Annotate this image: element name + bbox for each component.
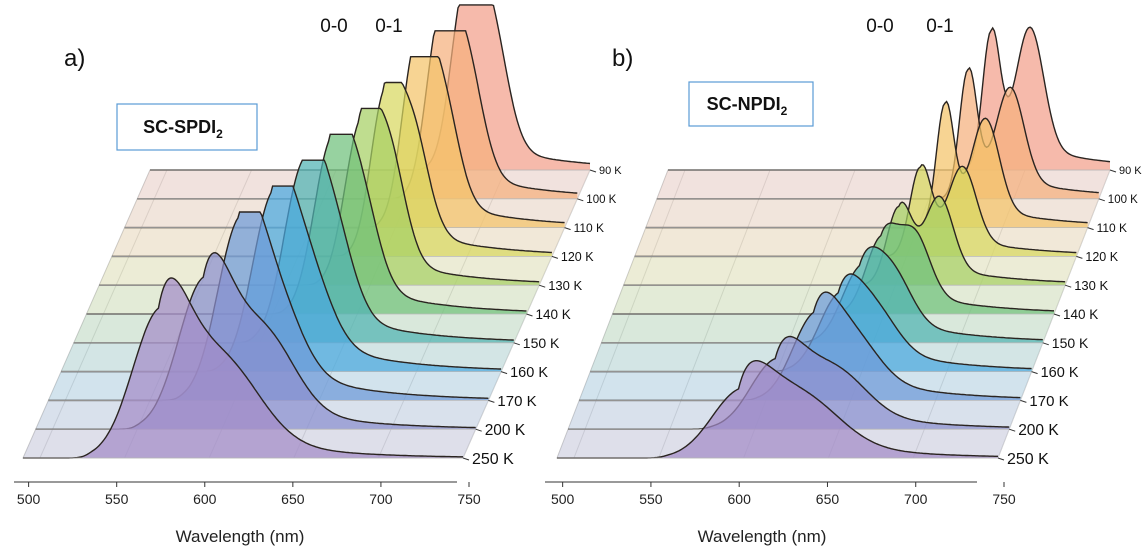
panel-a-temp-tick [475,428,482,432]
panel-b-temp-tick [1087,227,1094,231]
panel-b-temp-label: 200 K [1018,422,1059,439]
panel-a-x-tick-label: 650 [281,491,305,507]
panel-a-temp-tick [551,255,559,259]
panel-b-temp-tick [1053,313,1061,317]
panel-a-spectrum-fill-100K [137,30,578,199]
panel-b-spectrum-fill-120K [634,164,1077,257]
panel-a-temp-tick [500,371,508,375]
panel-a-x-tick-label: 750 [457,491,481,507]
panel-b-temp-tick [1076,255,1083,259]
panel-a-temp-tick [539,284,546,288]
panel-b-x-tick-label: 600 [728,491,752,507]
panel-a-temp-tick [462,457,470,461]
panel-b-temp-tick [1065,284,1072,288]
panel-a-panel-label: a) [64,45,85,72]
panel-a-spectrum-fill-250K [23,278,463,458]
panel-b-temp-label: 160 K [1041,365,1079,381]
panel-b-sample-box [688,81,814,127]
panel-a-x-tick-label: 550 [105,491,129,507]
panel-b-x-tick-label: 550 [639,491,663,507]
panel-b-peak-label-0: 0-0 [866,16,893,37]
panel-a-peak-label-0: 0-0 [320,16,347,37]
panel-b-temp-tick [1009,428,1016,432]
panel-a-spectrum-fill-110K [124,56,565,228]
panel-b-spectrum-fill-110K [645,101,1088,228]
panel-b: 90 K 100 K 110 K 120 K 130 K 140 K 150 K 160 K 1… [545,16,1142,546]
panel-b-panel-label: b) [612,45,633,72]
panel-b-x-tick-label: 700 [904,491,928,507]
panel-a-sample-label: SC-SPDI2 [143,117,223,141]
panel-a-temp-label: 120 K [561,250,594,264]
panel-a: 90 K 100 K 110 K 120 K 130 K 140 K 150 K 160 K 1… [14,4,622,546]
panel-a-sample-box [116,103,258,151]
panel-b-peak-label-1: 0-1 [926,16,953,37]
panel-a-spectrum-fill-200K [35,252,476,430]
panel-b-temp-label: 110 K [1097,221,1127,235]
panel-a-temp-label: 130 K [548,278,582,293]
panel-b-spectrum-fill-250K [557,360,998,458]
panel-a-peak-label-1: 0-1 [375,16,402,37]
panel-b-temp-label: 100 K [1108,194,1138,206]
panel-a-temp-label: 170 K [497,393,536,410]
panel-b-x-tick-label: 500 [551,491,575,507]
panel-a-temp-label: 250 K [472,451,514,468]
panel-a-x-tick-label: 500 [17,491,41,507]
panel-b-temp-label: 150 K [1052,335,1089,351]
panel-a-spectrum-line-250K [23,277,463,459]
panel-a-x-tick-label: 600 [193,491,217,507]
panel-a-temp-tick [564,227,571,231]
panel-a-temp-tick [513,342,520,346]
panel-b-temp-tick [1031,371,1038,375]
panel-a-temp-label: 90 K [599,165,622,177]
panel-b-temp-tick [997,457,1005,461]
panel-b-x-tick-label: 750 [992,491,1016,507]
panel-b-temp-label: 90 K [1119,165,1142,177]
panel-b-temp-label: 250 K [1007,451,1049,468]
panel-b-temp-label: 140 K [1063,307,1098,322]
panel-a-temp-tick [488,399,495,403]
panel-b-temp-tick [1042,342,1049,346]
panel-b-sample-label: SC-NPDI2 [707,94,788,118]
panel-a-temp-tick [589,169,597,173]
panel-b-temp-label: 120 K [1085,250,1118,264]
panel-a-temp-label: 100 K [586,194,616,206]
panel-b-spectrum-fill-130K [623,196,1066,286]
panel-a-spectrum-fill-170K [48,212,489,401]
panel-b-x-tick-label: 650 [816,491,840,507]
panel-b-temp-tick [1098,198,1105,202]
panel-a-temp-label: 150 K [523,335,560,351]
panel-a-temp-tick [526,313,533,317]
panel-b-temp-tick [1020,399,1027,403]
panel-a-temp-label: 160 K [510,365,548,381]
panel-a-temp-label: 200 K [485,422,526,439]
panel-a-x-tick-label: 700 [369,491,393,507]
panel-b-x-axis-title: Wavelength (nm) [698,527,827,546]
panel-a-temp-label: 140 K [536,307,571,322]
panel-b-temp-tick [1109,169,1117,173]
panel-b-temp-label: 130 K [1074,278,1108,293]
panel-a-temp-tick [577,198,584,202]
panel-a-temp-label: 110 K [574,221,604,235]
panel-b-temp-label: 170 K [1029,393,1068,410]
panel-a-x-axis-title: Wavelength (nm) [176,527,305,546]
